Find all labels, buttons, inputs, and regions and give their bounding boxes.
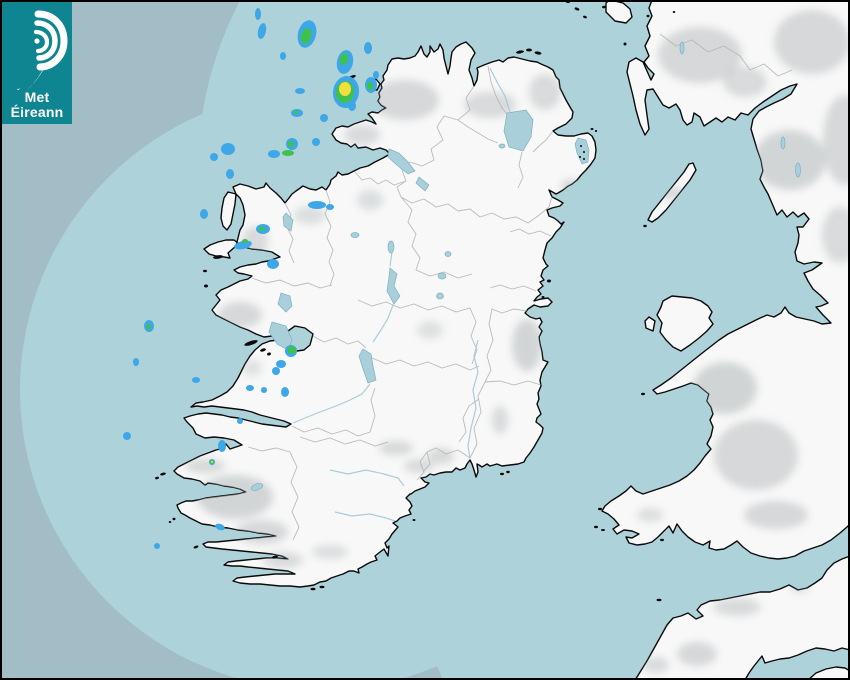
radar-echo-heavy-precipitation <box>211 460 213 464</box>
logo-text-line2: Éireann <box>10 104 64 120</box>
radar-echo-light-precipitation <box>246 385 254 391</box>
radar-echo-light-precipitation <box>268 150 280 158</box>
radar-echo-light-precipitation <box>218 440 226 452</box>
radar-echo-light-precipitation <box>364 42 372 54</box>
radar-echo-moderate-precipitation <box>282 150 294 156</box>
radar-echo-light-precipitation <box>281 387 289 397</box>
radar-echo-light-precipitation <box>200 209 208 219</box>
radar-echo-moderate-precipitation <box>367 82 373 90</box>
radar-echo-light-precipitation <box>348 101 356 111</box>
radar-echo-light-precipitation <box>234 240 252 250</box>
radar-echo-light-precipitation <box>261 387 267 393</box>
radar-echo-light-precipitation <box>133 358 139 366</box>
radar-echo-light-precipitation <box>276 360 286 368</box>
county-boundaries <box>247 33 793 541</box>
radar-echo-light-precipitation <box>210 153 218 161</box>
lakes <box>250 41 801 491</box>
strangford-islets <box>579 145 585 160</box>
terrain-shading <box>185 10 850 673</box>
radar-echo-light-precipitation <box>308 201 326 209</box>
radar-echo-light-precipitation <box>272 367 280 375</box>
radar-echoes <box>123 8 379 549</box>
radar-echo-moderate-precipitation <box>294 110 298 114</box>
radar-echo-light-precipitation <box>221 143 235 155</box>
radar-echo-light-precipitation <box>154 543 160 549</box>
radar-echo-moderate-precipitation <box>288 346 296 354</box>
logo-text-line1: Met <box>24 89 50 105</box>
radar-echo-light-precipitation <box>312 138 320 146</box>
radar-echo-moderate-precipitation <box>259 227 265 231</box>
radar-echo-light-precipitation <box>326 204 334 210</box>
radar-echo-light-precipitation <box>226 169 234 179</box>
radar-echo-light-precipitation <box>215 523 225 531</box>
radar-echo-light-precipitation <box>123 432 131 440</box>
radar-echo-light-precipitation <box>257 23 267 39</box>
radar-echo-light-precipitation <box>320 114 328 122</box>
radar-echo-moderate-precipitation <box>147 324 151 330</box>
radar-echo-moderate-precipitation <box>339 53 349 65</box>
radar-echo-moderate-precipitation <box>242 239 248 243</box>
radar-echo-moderate-precipitation <box>300 28 312 44</box>
offshore-islets <box>155 1 676 602</box>
radar-echo-light-precipitation <box>255 8 261 20</box>
radar-echo-light-precipitation <box>267 259 279 269</box>
radar-echo-light-precipitation <box>237 418 243 424</box>
rivers <box>292 67 511 522</box>
radar-echo-light-precipitation <box>192 377 200 383</box>
strangford-lough <box>574 137 590 165</box>
radar-echo-light-precipitation <box>280 52 286 60</box>
radar-echo-moderate-precipitation <box>288 141 294 147</box>
met-eireann-swirl-icon <box>16 10 68 90</box>
lough-neagh <box>503 109 534 152</box>
radar-echo-light-precipitation <box>295 88 305 94</box>
radar-echo-light-precipitation <box>373 71 379 79</box>
radar-echo-heavy-precipitation <box>339 82 351 96</box>
met-eireann-logo: Met Éireann <box>2 2 72 124</box>
